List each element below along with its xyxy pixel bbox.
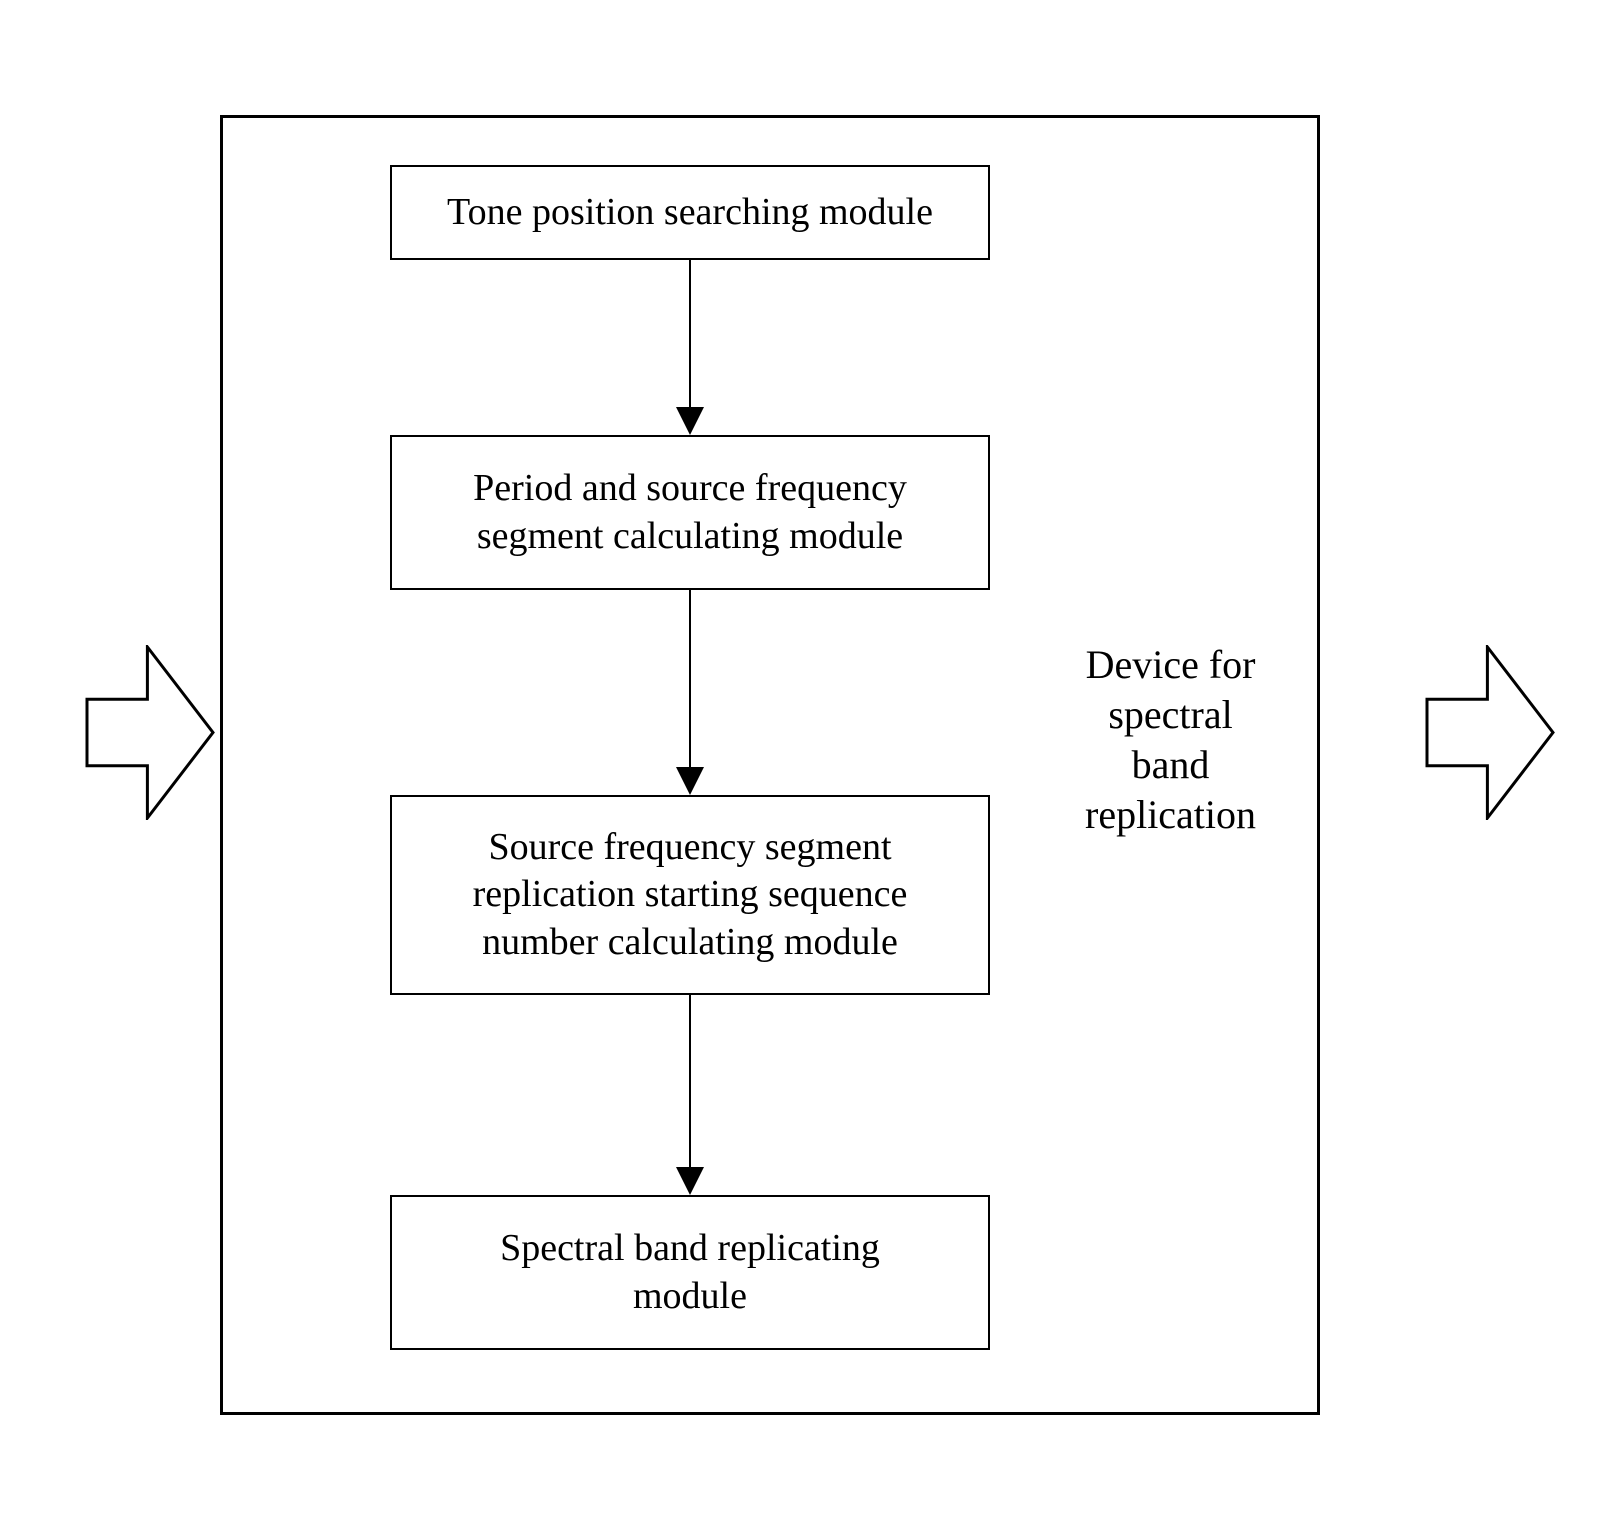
module-tone-position: Tone position searching module (390, 165, 990, 260)
module-spectral-replicating: Spectral band replicating module (390, 1195, 990, 1350)
text-line: spectral (1085, 690, 1256, 740)
device-label: Device for spectral band replication (1085, 640, 1256, 840)
text-line: replication starting sequence (473, 871, 908, 919)
input-block-arrow (85, 645, 215, 820)
text-line: Spectral band replicating (500, 1225, 880, 1273)
module-period-source: Period and source frequency segment calc… (390, 435, 990, 590)
diagram-container: Tone position searching module Period an… (20, 20, 1591, 1497)
module-text: Source frequency segment replication sta… (473, 824, 908, 967)
text-line: Source frequency segment (473, 824, 908, 872)
text-line: replication (1085, 790, 1256, 840)
text-line: Device for (1085, 640, 1256, 690)
module-source-replication: Source frequency segment replication sta… (390, 795, 990, 995)
module-text: Period and source frequency segment calc… (473, 465, 907, 560)
output-block-arrow (1425, 645, 1555, 820)
text-line: number calculating module (473, 919, 908, 967)
text-line: Period and source frequency (473, 465, 907, 513)
text-line: band (1085, 740, 1256, 790)
module-text: Spectral band replicating module (500, 1225, 880, 1320)
module-text: Tone position searching module (447, 189, 933, 237)
text-line: module (500, 1273, 880, 1321)
text-line: segment calculating module (473, 513, 907, 561)
